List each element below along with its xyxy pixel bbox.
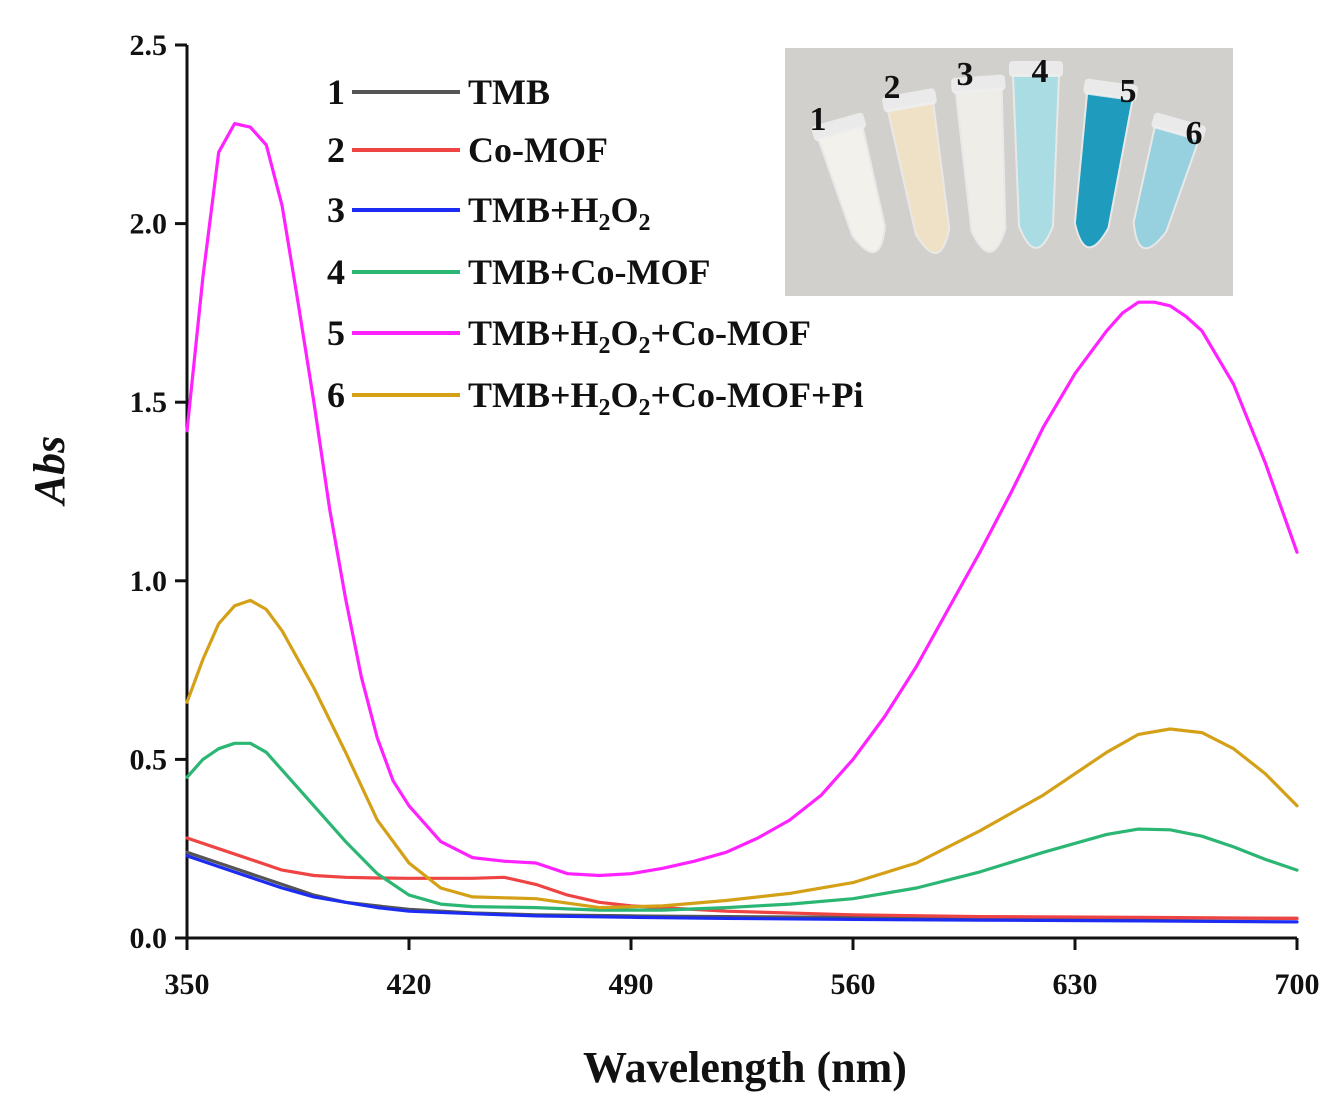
- y-tick-label: 2.5: [130, 29, 168, 62]
- tube-body: [886, 101, 951, 255]
- tube-cap: [951, 74, 1006, 94]
- y-axis-title: Abs: [25, 436, 74, 507]
- tube-6: [1132, 112, 1206, 250]
- x-tick-label: 700: [1275, 968, 1320, 1001]
- series-group: [185, 121, 1299, 924]
- legend-label-main: TMB+H: [468, 375, 599, 415]
- legend-number: 3: [327, 190, 345, 230]
- x-axis-title: Wavelength (nm): [583, 1043, 907, 1092]
- series-line-2: [185, 836, 1299, 921]
- tube-label: 4: [1032, 53, 1049, 90]
- legend-subscript: 2: [639, 333, 651, 359]
- legend-label-main: TMB: [468, 72, 550, 112]
- x-tick-label: 350: [165, 968, 210, 1001]
- legend-number: 1: [327, 72, 345, 112]
- tube-label: 5: [1120, 73, 1137, 110]
- tube-cap: [811, 112, 866, 142]
- tube-label: 2: [884, 69, 901, 106]
- legend-number: 4: [327, 252, 345, 292]
- y-tick-label: 2.0: [130, 208, 168, 241]
- legend-subscript: 2: [599, 395, 611, 421]
- legend-label: TMB: [468, 72, 550, 112]
- legend-label-tail: +Co-MOF: [651, 313, 811, 353]
- axes: 350 420 490 560 630 700 0.0 0.5 1.0 1.5 2.0 2.5: [130, 29, 1320, 1001]
- legend-label-mid: O: [611, 313, 639, 353]
- y-tick-label: 1.5: [130, 386, 168, 419]
- tube-label: 3: [957, 56, 974, 93]
- tube-label-group: 1 2 3 4 5 6: [810, 53, 1203, 152]
- tubes-group: [811, 61, 1206, 255]
- series-line-5: [185, 121, 1299, 878]
- legend-subscript: 2: [639, 395, 651, 421]
- legend-label: TMB+H2O2: [468, 190, 651, 236]
- y-ticks: 0.0 0.5 1.0 1.5 2.0 2.5: [130, 29, 187, 955]
- legend-subscript: 2: [639, 210, 651, 236]
- legend-label: TMB+H2O2+Co-MOF+Pi: [468, 375, 864, 421]
- x-tick-label: 630: [1053, 968, 1098, 1001]
- x-tick-label: 560: [831, 968, 876, 1001]
- series-line-4: [185, 741, 1299, 912]
- tube-3: [951, 74, 1007, 253]
- tube-cap: [882, 88, 937, 113]
- tube-body: [1132, 125, 1201, 250]
- legend-label-main: TMB+H: [468, 190, 599, 230]
- series-line-1: [185, 850, 1299, 921]
- tube-1: [811, 112, 886, 254]
- tube-body: [954, 87, 1007, 253]
- tube-body: [817, 125, 886, 254]
- legend-label-main: TMB+H: [468, 313, 599, 353]
- legend-label-main: Co-MOF: [468, 130, 608, 170]
- x-tick-label: 490: [609, 968, 654, 1001]
- legend-label-tail: +Co-MOF+Pi: [651, 375, 864, 415]
- tube-cap: [1151, 112, 1206, 142]
- tube-label: 6: [1186, 115, 1203, 152]
- legend-label-mid: O: [611, 375, 639, 415]
- tube-label: 1: [810, 101, 827, 138]
- x-tick-label: 420: [387, 968, 432, 1001]
- x-ticks: 350 420 490 560 630 700: [165, 938, 1320, 1001]
- inset-photo: 1 2 3 4 5 6: [785, 48, 1233, 296]
- legend-number: 5: [327, 313, 345, 353]
- legend-label: TMB+Co-MOF: [468, 252, 710, 292]
- y-tick-label: 0.0: [130, 922, 168, 955]
- tube-body: [1073, 91, 1134, 249]
- legend-number: 2: [327, 130, 345, 170]
- tube-4: [1009, 61, 1063, 249]
- series-line-3: [185, 854, 1299, 924]
- y-tick-label: 0.5: [130, 743, 168, 776]
- tube-body: [1011, 74, 1061, 249]
- series-line-6: [185, 598, 1299, 910]
- tube-2: [882, 88, 951, 255]
- legend-number: 6: [327, 375, 345, 415]
- legend-label: TMB+H2O2+Co-MOF: [468, 313, 811, 359]
- legend-label-mid: O: [611, 190, 639, 230]
- legend-subscript: 2: [599, 210, 611, 236]
- legend-subscript: 2: [599, 333, 611, 359]
- y-tick-label: 1.0: [130, 565, 168, 598]
- tube-cap: [1083, 78, 1139, 102]
- legend-label-main: TMB+Co-MOF: [468, 252, 710, 292]
- tube-5: [1073, 78, 1139, 249]
- tube-cap: [1009, 61, 1063, 77]
- legend-label: Co-MOF: [468, 130, 608, 170]
